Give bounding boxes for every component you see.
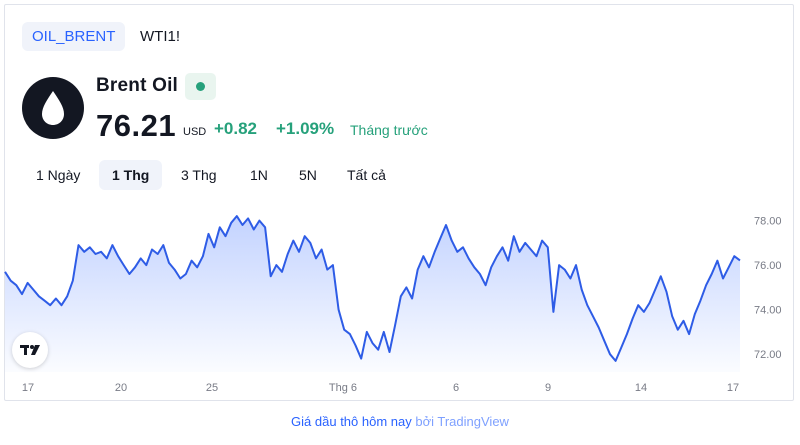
x-tick-label: 25: [206, 382, 218, 394]
tab-oil-brent[interactable]: OIL_BRENT: [22, 22, 126, 51]
price-change-percent: +1.09%: [276, 119, 335, 138]
range-tab-1-year[interactable]: 1N: [250, 167, 268, 183]
x-tick-label: 9: [545, 382, 551, 394]
range-tab-1-day[interactable]: 1 Ngày: [36, 167, 81, 183]
range-tab-1-month[interactable]: 1 Thg: [99, 160, 163, 190]
x-tick-label: 6: [453, 382, 459, 394]
change-period: Tháng trước: [350, 122, 428, 138]
range-tab-5-years[interactable]: 5N: [299, 167, 317, 183]
range-tab-all[interactable]: Tất cả: [347, 167, 386, 183]
x-tick-label: 20: [115, 382, 127, 394]
price-line: [4, 215, 741, 362]
tab-wti[interactable]: WTI1!: [140, 28, 180, 45]
y-tick-label: 76.00: [754, 260, 782, 272]
range-tab-3-months[interactable]: 3 Thg: [181, 167, 217, 183]
y-tick-label: 72.00: [754, 349, 782, 361]
instrument-name: Brent Oil: [96, 75, 179, 96]
price-change: +0.82: [214, 119, 258, 138]
market-status-badge: [185, 73, 216, 100]
price-area-fill: [5, 216, 740, 372]
x-tick-label: 14: [635, 382, 647, 394]
status-dot-icon: [196, 82, 205, 91]
footer-link-tradingview[interactable]: bởi TradingView: [415, 414, 509, 429]
x-tick-label: 17: [727, 382, 739, 394]
x-tick-label: 17: [22, 382, 34, 394]
footer-attribution: Giá dầu thô hôm nay bởi TradingView: [0, 414, 800, 429]
oil-drop-icon: [22, 77, 84, 139]
price-value: 76.21: [96, 108, 177, 143]
y-tick-label: 78.00: [754, 216, 782, 228]
y-tick-label: 74.00: [754, 305, 782, 317]
x-tick-label: Thg 6: [329, 382, 357, 394]
price-chart[interactable]: 78.00 76.00 74.00 72.00 17 20 25 Thg 6 6 9 14 17: [0, 0, 800, 400]
tradingview-logo-icon[interactable]: [12, 332, 48, 368]
currency-label: USD: [183, 126, 207, 138]
footer-link-oil-price[interactable]: Giá dầu thô hôm nay: [291, 414, 412, 429]
